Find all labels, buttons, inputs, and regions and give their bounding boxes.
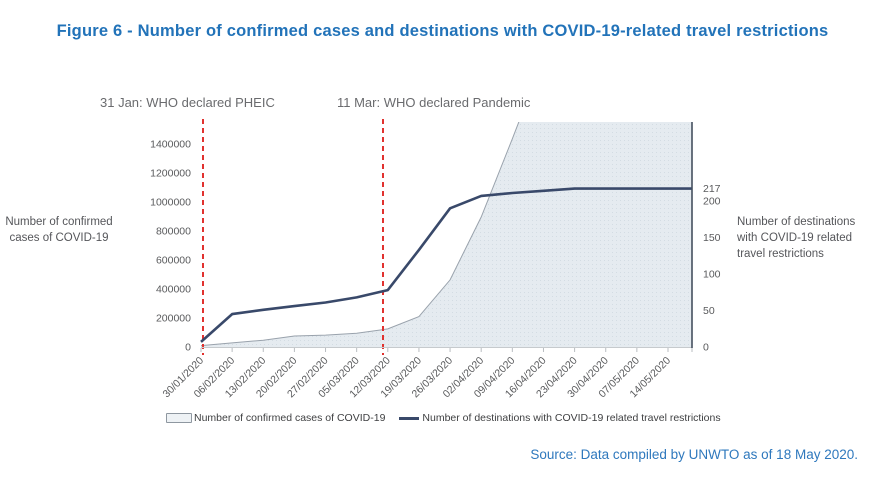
line-series-legend-label: Number of destinations with COVID-19 rel… [422,412,721,424]
right-axis-label-line1: Number of destinations [737,216,856,228]
left-axis-tick-label: 800000 [156,226,191,238]
right-axis-tick-label: 100 [703,269,721,281]
confirmed-cases-area [201,122,692,347]
area-series-legend-label: Number of confirmed cases of COVID-19 [194,412,386,424]
right-axis-label: Number of destinations with COVID-19 rel… [737,214,885,262]
left-axis-label-line1: Number of confirmed [5,216,113,228]
left-axis-tick-label: 0 [185,342,191,354]
confirmed-cases-area-outline [201,122,520,347]
right-axis-label-line2: with COVID-19 related [737,232,853,244]
destinations-line [200,187,692,343]
left-axis-tick-label: 200000 [156,313,191,325]
left-axis-tick-label: 1200000 [150,168,191,180]
right-axis-tick-label: 150 [703,232,721,244]
figure-title: Figure 6 - Number of confirmed cases and… [56,22,829,40]
right-axis-tick-label: 50 [703,305,715,317]
area-series-swatch [166,413,192,423]
chart-legend: Number of confirmed cases of COVID-19 Nu… [166,412,721,424]
left-axis-tick-label: 400000 [156,284,191,296]
right-axis-tick-label: 0 [703,342,709,354]
left-axis-tick-label: 1400000 [150,139,191,151]
left-axis-tick-label: 600000 [156,255,191,267]
annotation-pheic: 31 Jan: WHO declared PHEIC [100,95,275,110]
left-axis-label-line2: cases of COVID-19 [9,232,109,244]
left-axis-tick-label: 1000000 [150,197,191,209]
source-note: Source: Data compiled by UNWTO as of 18 … [530,447,858,462]
line-series-swatch [399,416,420,420]
right-axis-terminal-label: 217 [703,183,721,195]
right-axis-label-line3: travel restrictions [737,248,824,260]
right-axis-tick-label: 200 [703,196,721,208]
annotation-pandemic: 11 Mar: WHO declared Pandemic [337,95,531,110]
left-axis-label: Number of confirmed cases of COVID-19 [0,214,124,246]
